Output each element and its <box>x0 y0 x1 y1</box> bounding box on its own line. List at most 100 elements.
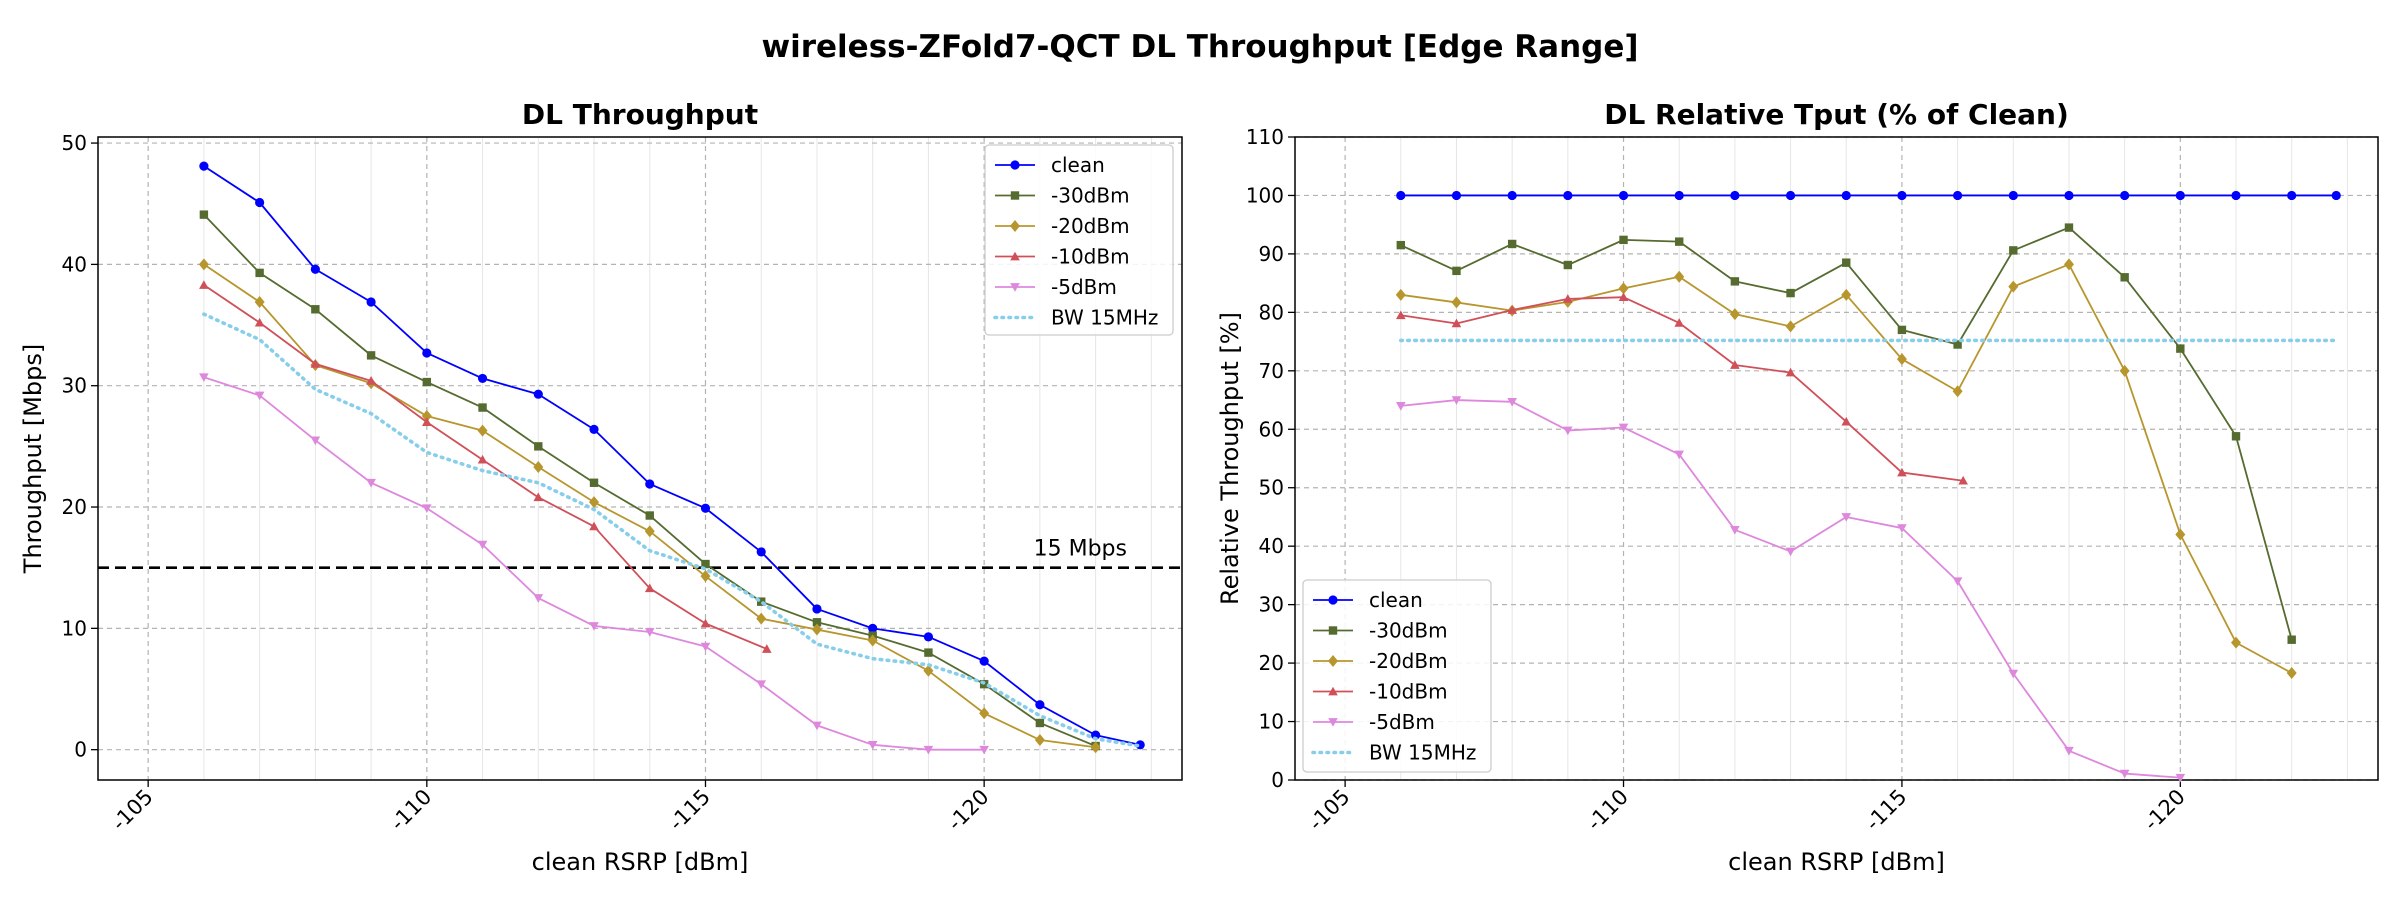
data-point <box>1395 310 1406 320</box>
data-point <box>2231 636 2242 649</box>
data-point <box>1618 423 1629 433</box>
data-point <box>1786 288 1795 298</box>
data-point <box>1034 733 1045 746</box>
data-point <box>199 280 209 289</box>
data-point <box>645 479 655 489</box>
series-10dbm <box>199 280 772 653</box>
y-tick-label: 20 <box>62 495 87 519</box>
data-point <box>644 583 655 593</box>
legend: clean -30dBm -20dBm -10dBm -5dBm BW 15MHz <box>1302 579 1492 773</box>
data-point <box>2175 773 2186 783</box>
data-point <box>867 740 878 750</box>
series-bw-15mhz <box>202 312 1143 748</box>
y-tick-label: 20 <box>1259 651 1284 675</box>
data-point <box>701 559 710 569</box>
series-clean <box>1396 190 2341 201</box>
legend-marker <box>1328 626 1338 635</box>
data-point <box>1618 190 1629 201</box>
data-point <box>477 540 488 550</box>
data-point <box>1618 292 1629 302</box>
data-point <box>1674 270 1685 283</box>
x-tick-label: -110 <box>1582 785 1633 836</box>
data-point <box>1675 237 1684 246</box>
data-point <box>255 268 264 278</box>
data-point <box>1563 294 1573 303</box>
y-tick-label: 50 <box>62 131 87 155</box>
data-point <box>1785 367 1796 377</box>
legend: clean -30dBm -20dBm -10dBm -5dBm BW 15MHz <box>984 144 1174 336</box>
data-point <box>2064 746 2074 756</box>
x-tick-label: -105 <box>107 785 158 836</box>
x-tick-label: -120 <box>2139 785 2190 836</box>
data-point <box>1730 360 1740 369</box>
data-point <box>756 547 766 557</box>
data-point <box>2063 258 2074 271</box>
legend-label: -10dBm <box>1369 680 1448 704</box>
legend-marker <box>1010 220 1020 232</box>
data-point <box>422 348 432 358</box>
chart-title: DL Relative Tput (% of Clean) <box>1604 98 2069 131</box>
data-point <box>923 745 934 755</box>
data-point <box>533 594 544 603</box>
data-point <box>366 376 376 385</box>
data-point <box>1953 340 1962 349</box>
x-tick-label: -115 <box>664 785 715 836</box>
y-axis-label: Throughput [Mbps] <box>19 344 47 574</box>
data-point <box>1785 190 1796 201</box>
data-point <box>1896 353 1907 366</box>
data-point <box>1897 467 1907 477</box>
data-point <box>366 351 376 360</box>
data-point <box>2008 280 2019 293</box>
data-point <box>254 295 265 308</box>
legend-entry: BW 15MHz <box>1311 741 1476 765</box>
data-point <box>924 648 933 657</box>
data-point <box>1952 385 1963 398</box>
data-point <box>812 721 822 731</box>
legend-marker <box>1010 283 1020 292</box>
data-point <box>1841 513 1852 522</box>
y-tick-label: 30 <box>62 374 87 398</box>
plot-area-frame <box>1294 136 2379 781</box>
data-point <box>2064 223 2074 232</box>
legend-entry: -30dBm <box>1313 619 1448 643</box>
data-point <box>700 642 711 652</box>
data-point <box>2175 190 2185 201</box>
data-point <box>1952 577 1963 587</box>
legend-entry: BW 15MHz <box>993 306 1158 330</box>
data-point <box>1507 239 1517 249</box>
data-point <box>589 496 600 509</box>
chart-title: DL Throughput <box>522 98 758 131</box>
data-point <box>199 161 209 171</box>
data-point <box>1507 305 1517 314</box>
data-point <box>1841 416 1852 426</box>
data-point <box>589 622 599 631</box>
series-20dbm <box>198 258 1101 754</box>
data-point <box>1958 475 1968 485</box>
x-tick-label: -110 <box>386 785 437 836</box>
y-tick-label: 40 <box>1259 534 1284 558</box>
data-point <box>644 628 655 637</box>
data-point <box>812 618 822 627</box>
data-point <box>2287 190 2297 201</box>
x-tick-label: -120 <box>943 785 994 836</box>
series-line <box>202 312 1143 748</box>
data-point <box>1618 282 1629 295</box>
data-point <box>1674 450 1685 460</box>
legend-label: -30dBm <box>1369 619 1448 643</box>
legend-label: -10dBm <box>1051 245 1130 269</box>
data-point <box>1842 258 1851 267</box>
legend-entry: -10dBm <box>995 245 1130 269</box>
data-point <box>421 410 432 423</box>
data-point <box>2064 190 2074 201</box>
data-point <box>644 525 655 538</box>
data-point <box>477 424 488 437</box>
series-line <box>203 165 1141 746</box>
chart-panel-2: -105 -110 -115 -120 0 10 20 30 40 50 60 70 80 90 100 11… <box>1216 98 2379 876</box>
y-tick-label: 90 <box>1259 242 1284 266</box>
data-point <box>979 745 989 755</box>
figure-title: wireless-ZFold7-QCT DL Throughput [Edge … <box>761 29 1638 65</box>
y-tick-label: 0 <box>74 738 87 762</box>
legend-label: -20dBm <box>1051 214 1130 238</box>
data-point <box>533 460 544 473</box>
chart-panel-1: -105 -110 -115 -120 0 10 20 30 40 50 DL Throughput… <box>19 98 1183 876</box>
